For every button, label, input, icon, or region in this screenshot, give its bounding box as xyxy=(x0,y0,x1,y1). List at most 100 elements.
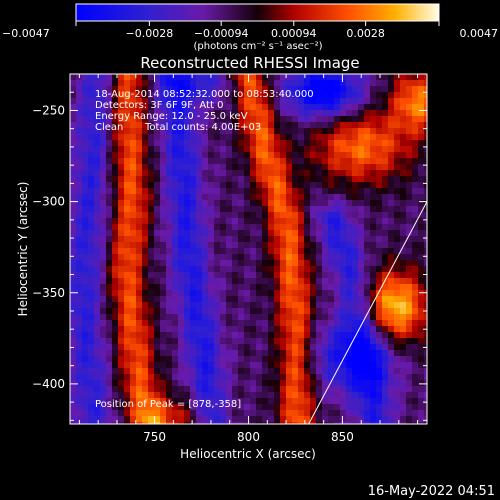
heatmap-cell xyxy=(256,134,263,141)
heatmap-cell xyxy=(274,134,281,141)
heatmap-cell xyxy=(250,260,257,267)
heatmap-cell xyxy=(310,104,317,111)
heatmap-cell xyxy=(382,98,389,105)
heatmap-cell xyxy=(148,284,155,291)
heatmap-cell xyxy=(388,416,395,423)
heatmap-cell xyxy=(124,122,131,129)
heatmap-cell xyxy=(226,128,233,135)
heatmap-cell xyxy=(256,128,263,135)
heatmap-cell xyxy=(298,74,305,81)
heatmap-cell xyxy=(232,380,239,387)
heatmap-cell xyxy=(70,224,77,231)
heatmap-cell xyxy=(244,152,251,159)
heatmap-cell xyxy=(376,254,383,261)
heatmap-cell xyxy=(244,410,251,417)
heatmap-cell xyxy=(112,278,119,285)
heatmap-cell xyxy=(376,326,383,333)
heatmap-cell xyxy=(244,218,251,225)
heatmap-cell xyxy=(100,296,107,303)
heatmap-cell xyxy=(334,338,341,345)
heatmap-cell xyxy=(118,266,125,273)
heatmap-cell xyxy=(412,152,419,159)
heatmap-cell xyxy=(406,146,413,153)
heatmap-cell xyxy=(268,356,275,363)
heatmap-cell xyxy=(220,380,227,387)
heatmap-cell xyxy=(88,110,95,117)
heatmap-cell xyxy=(142,338,149,345)
heatmap-cell xyxy=(298,128,305,135)
heatmap-cell xyxy=(94,386,101,393)
heatmap-cell xyxy=(358,200,365,207)
heatmap-cell xyxy=(388,92,395,99)
heatmap-cell xyxy=(232,194,239,201)
heatmap-cell xyxy=(334,386,341,393)
heatmap-cell xyxy=(100,134,107,141)
heatmap-cell xyxy=(358,410,365,417)
heatmap-cell xyxy=(142,284,149,291)
heatmap-cell xyxy=(286,104,293,111)
heatmap-cell xyxy=(172,368,179,375)
heatmap-cell xyxy=(364,146,371,153)
heatmap-cell xyxy=(214,368,221,375)
annotation-energy: Energy Range: 12.0 - 25.0 keV xyxy=(95,111,248,122)
heatmap-cell xyxy=(310,362,317,369)
heatmap-cell xyxy=(358,230,365,237)
heatmap-cell xyxy=(364,320,371,327)
heatmap-cell xyxy=(76,308,83,315)
heatmap-cell xyxy=(352,254,359,261)
heatmap-cell xyxy=(328,122,335,129)
heatmap-cell xyxy=(274,74,281,81)
heatmap-cell xyxy=(166,104,173,111)
heatmap-cell xyxy=(304,362,311,369)
heatmap-cell xyxy=(400,326,407,333)
heatmap-cell xyxy=(412,416,419,423)
heatmap-cell xyxy=(160,98,167,105)
heatmap-cell xyxy=(412,386,419,393)
heatmap-cell xyxy=(190,332,197,339)
heatmap-cell xyxy=(196,350,203,357)
heatmap-cell xyxy=(166,266,173,273)
heatmap-cell xyxy=(130,260,137,267)
heatmap-cell xyxy=(112,272,119,279)
heatmap-cell xyxy=(394,260,401,267)
heatmap-cell xyxy=(166,410,173,417)
heatmap-cell xyxy=(352,422,359,424)
heatmap-cell xyxy=(202,302,209,309)
heatmap-cell xyxy=(160,260,167,267)
heatmap-cell xyxy=(160,218,167,225)
heatmap-cell xyxy=(322,278,329,285)
heatmap-cell xyxy=(172,272,179,279)
heatmap-cell xyxy=(160,170,167,177)
heatmap-cell xyxy=(118,140,125,147)
heatmap-cell xyxy=(244,422,251,424)
heatmap-cell xyxy=(124,158,131,165)
heatmap-cell xyxy=(382,266,389,273)
heatmap-cell xyxy=(406,236,413,243)
heatmap-cell xyxy=(340,74,347,81)
heatmap-cell xyxy=(286,98,293,105)
heatmap-cell xyxy=(136,128,143,135)
heatmap-cell xyxy=(142,296,149,303)
heatmap-cell xyxy=(340,158,347,165)
heatmap-cell xyxy=(388,194,395,201)
heatmap-cell xyxy=(148,182,155,189)
heatmap-cell xyxy=(226,278,233,285)
heatmap-cell xyxy=(322,266,329,273)
heatmap-cell xyxy=(370,128,377,135)
heatmap-cell xyxy=(178,206,185,213)
heatmap-cell xyxy=(286,116,293,123)
heatmap-cell xyxy=(106,98,113,105)
heatmap-cell xyxy=(316,236,323,243)
heatmap-cell xyxy=(370,278,377,285)
heatmap-cell xyxy=(178,278,185,285)
heatmap-cell xyxy=(190,362,197,369)
heatmap-cell xyxy=(82,128,89,135)
heatmap-cell xyxy=(88,194,95,201)
heatmap-cell xyxy=(196,134,203,141)
heatmap-cell xyxy=(142,188,149,195)
heatmap-cell xyxy=(292,122,299,129)
heatmap-cell xyxy=(154,368,161,375)
heatmap-cell xyxy=(196,206,203,213)
heatmap-cell xyxy=(346,188,353,195)
heatmap-cell xyxy=(214,338,221,345)
